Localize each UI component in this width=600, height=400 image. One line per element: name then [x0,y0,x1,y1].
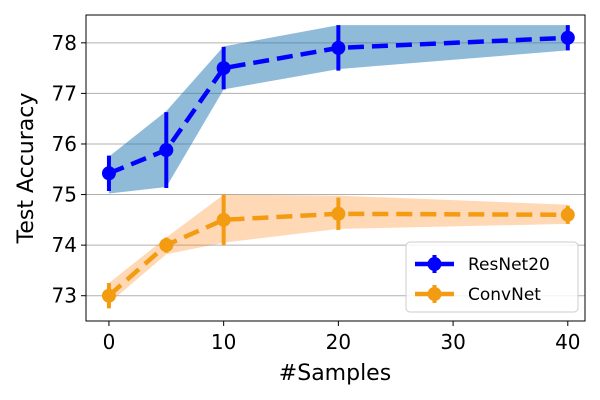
legend: ResNet20 ConvNet [405,241,579,313]
y-tick-label: 76 [52,132,77,156]
data-point [560,207,575,222]
x-tick-label: 10 [211,330,236,354]
y-axis-label: Test Accuracy [14,93,39,245]
y-tick-label: 78 [52,31,77,55]
x-tick-label: 40 [555,330,580,354]
data-point [560,30,575,45]
legend-entries: ResNet20 ConvNet [415,255,550,305]
y-tick-label: 73 [52,284,77,308]
legend-label: ConvNet [468,285,541,305]
data-point [101,288,116,303]
data-point [216,212,231,227]
legend-marker [427,257,442,271]
series-lines [101,25,575,309]
data-point [159,143,174,158]
data-point [216,61,231,76]
x-tick-label: 20 [326,330,351,354]
data-point [101,166,116,181]
x-tick-label: 30 [440,330,465,354]
x-tick-label: 0 [103,330,116,354]
plot-frame [85,14,586,322]
data-point [331,206,346,221]
data-point [331,40,346,55]
data-point [159,238,174,253]
axis-ticks: 73 74 75 76 77 78 0 10 20 30 40 [52,31,581,354]
legend-marker [427,287,442,301]
y-tick-label: 74 [52,233,77,257]
series-line-convnet [107,211,568,298]
legend-label: ResNet20 [468,255,550,275]
x-axis-label: #Samples [279,361,391,386]
y-tick-label: 75 [52,183,77,207]
y-tick-label: 77 [52,81,77,105]
